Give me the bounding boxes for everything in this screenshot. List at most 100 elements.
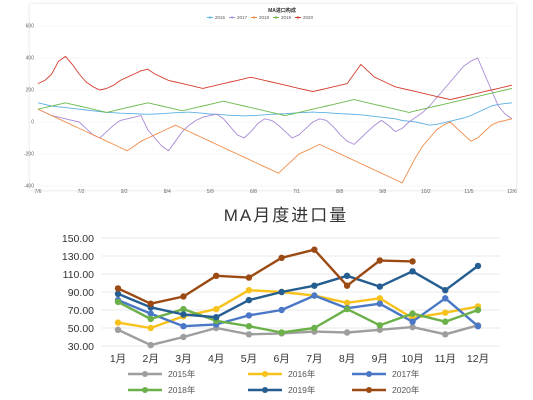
top-series-line-2019 — [37, 87, 513, 117]
bottom-data-point — [278, 329, 285, 336]
bottom-data-point — [343, 282, 351, 289]
bottom-series-line-2015 — [117, 324, 479, 347]
bottom-x-tick-label: 1月 — [110, 353, 126, 365]
bottom-legend-label: 2018年 — [168, 385, 196, 395]
bottom-data-point — [147, 300, 154, 307]
bottom-data-point — [212, 272, 220, 279]
top-legend-marker — [252, 16, 256, 19]
bottom-x-tick-label: 10月 — [401, 353, 423, 365]
bottom-y-tick-label: 130.00 — [62, 251, 94, 263]
bottom-data-point — [245, 274, 253, 281]
top-x-tick-label: 7/2 — [78, 189, 85, 195]
bottom-legend-item: 2018年 — [128, 385, 196, 395]
bottom-data-point — [147, 324, 154, 332]
top-y-tick-label: -400 — [24, 184, 34, 190]
top-y-tick-label: 600 — [26, 24, 35, 30]
bottom-data-point — [114, 326, 122, 333]
bottom-y-tick-label: 70.00 — [68, 305, 94, 317]
bottom-data-point — [474, 323, 482, 330]
bottom-data-point — [376, 283, 384, 290]
bottom-series-line-2017 — [117, 294, 479, 328]
bottom-series-line-2019 — [117, 264, 479, 319]
bottom-data-point — [409, 258, 416, 265]
bottom-chart-legend: 2015年 2016年 2017年 2018年 2019年 2020年 — [128, 369, 420, 395]
bottom-data-point — [343, 305, 351, 313]
bottom-legend-marker — [142, 371, 148, 377]
bottom-data-point — [343, 329, 351, 336]
bottom-data-point — [409, 318, 416, 325]
top-x-tick-label: 5/9 — [207, 189, 214, 195]
bottom-legend-label: 2020年 — [392, 385, 420, 395]
bottom-data-point — [409, 268, 416, 275]
bottom-data-point — [114, 319, 122, 326]
bottom-x-tick-label: 6月 — [273, 353, 289, 365]
bottom-data-point — [311, 282, 318, 289]
bottom-legend-item: 2015年 — [128, 369, 196, 379]
top-legend-marker — [296, 16, 300, 19]
bottom-x-tick-label: 2月 — [143, 353, 159, 365]
top-legend-marker — [274, 16, 278, 19]
bottom-data-point — [245, 323, 253, 330]
top-x-tick-label: 7/6 — [35, 189, 42, 195]
bottom-data-point — [180, 305, 187, 313]
top-legend-label: 2018 — [259, 15, 270, 20]
top-x-tick-label: 8/4 — [164, 189, 171, 195]
bottom-x-tick-label: 4月 — [208, 353, 224, 365]
top-chart-legend: 2016 2017 2018 2019 2020 — [207, 15, 314, 20]
bottom-y-tick-label: 90.00 — [68, 287, 94, 299]
bottom-chart-y-axis: 150.00 130.00 110.00 90.00 70.00 50.00 30.00 — [62, 233, 94, 353]
bottom-x-tick-label: 12月 — [467, 353, 489, 365]
bottom-chart-x-axis: 1月 2月 3月 4月 5月 6月 7月 8月 9月 10月 11月 12月 — [110, 353, 489, 365]
bottom-y-tick-label: 50.00 — [68, 323, 94, 335]
top-x-tick-label: 9/2 — [121, 189, 128, 195]
bottom-y-tick-label: 110.00 — [63, 269, 94, 281]
top-x-tick-label: 8/8 — [336, 189, 343, 195]
bottom-data-point — [245, 331, 253, 338]
bottom-chart-title: MA月度进口量 — [224, 206, 349, 225]
top-x-tick-label: 6/8 — [250, 189, 257, 195]
bottom-data-point — [343, 299, 351, 306]
bottom-legend-item: 2017年 — [352, 369, 420, 379]
bottom-data-point — [180, 333, 187, 341]
top-chart-series — [37, 55, 513, 184]
bottom-x-tick-label: 3月 — [175, 353, 191, 365]
bottom-data-point — [212, 314, 220, 321]
top-y-tick-label: -200 — [24, 152, 34, 158]
bottom-data-point — [147, 341, 154, 349]
top-legend-label: 2019 — [281, 15, 292, 20]
bottom-y-tick-label: 150.00 — [62, 233, 94, 245]
bottom-data-point — [245, 296, 253, 304]
top-chart-x-axis: 7/6 7/2 9/2 8/4 5/9 6/8 7/1 8/8 9/8 10/2 11/5 12/6 — [35, 189, 518, 195]
bottom-chart-svg: MA月度进口量 150.00 130.00 110.00 90.00 70.00 50.0… — [62, 206, 500, 395]
bottom-chart-series — [114, 246, 482, 349]
bottom-data-point — [311, 246, 318, 253]
bottom-data-point — [278, 306, 285, 314]
bottom-x-tick-label: 7月 — [306, 353, 322, 365]
bottom-data-point — [311, 292, 318, 299]
bottom-legend-marker — [142, 387, 148, 393]
top-series-line-2018 — [37, 108, 513, 184]
bottom-series-line-2018 — [117, 300, 479, 334]
bottom-data-point — [114, 298, 122, 306]
top-legend-marker — [230, 16, 234, 19]
bottom-data-point — [245, 287, 253, 294]
bottom-legend-marker — [366, 387, 372, 393]
top-series-line-2020 — [37, 55, 513, 101]
bottom-data-point — [212, 305, 220, 313]
top-chart-y-axis: 600 400 200 0 -200 -400 — [24, 24, 34, 190]
bottom-legend-marker — [366, 371, 372, 377]
top-legend-item: 2020 — [295, 15, 314, 20]
bottom-y-tick-label: 30.00 — [68, 341, 94, 353]
bottom-data-point — [442, 295, 449, 302]
bottom-x-tick-label: 11月 — [435, 353, 456, 365]
bottom-data-point — [278, 254, 285, 261]
top-chart-title: MA进口构成 — [268, 7, 296, 14]
top-legend-label: 2016 — [215, 15, 226, 20]
bottom-data-point — [409, 310, 416, 317]
bottom-data-point — [474, 262, 482, 270]
top-x-tick-label: 11/5 — [464, 189, 474, 195]
top-series-line-2016 — [37, 102, 513, 126]
bottom-data-point — [442, 331, 449, 338]
bottom-data-point — [442, 318, 449, 325]
top-y-tick-label: 200 — [26, 88, 35, 94]
